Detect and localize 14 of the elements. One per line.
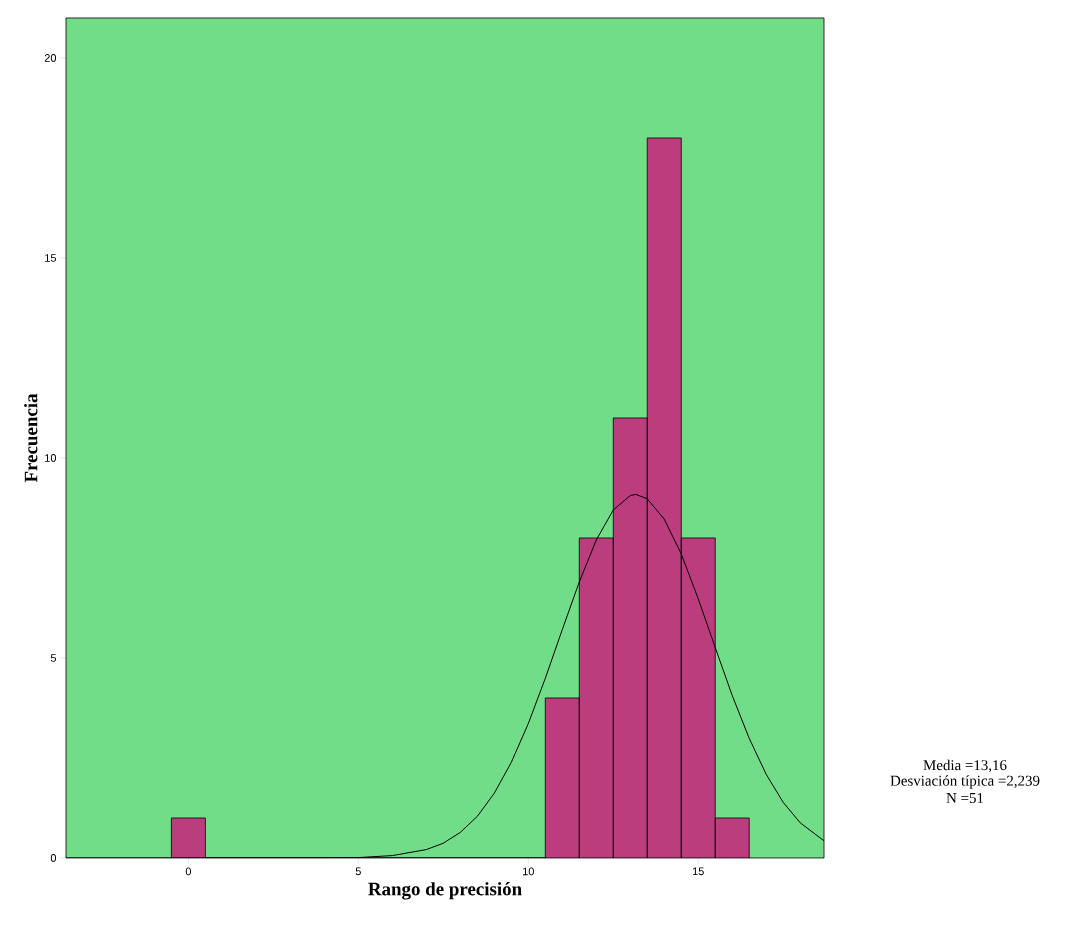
y-tick-label: 5 xyxy=(50,654,57,662)
x-tick-label: 0 xyxy=(185,867,191,876)
x-tick-label: 10 xyxy=(523,867,534,876)
x-axis-title: Rango de precisión xyxy=(368,882,522,900)
text: N =51 xyxy=(946,792,984,803)
x-tick-label: 5 xyxy=(355,867,361,876)
text: Desviación típica =2,239 xyxy=(890,775,1040,789)
y-tick-label: 20 xyxy=(44,54,57,62)
y-tick-label: 15 xyxy=(45,254,57,262)
x-tick-label: 15 xyxy=(692,867,704,876)
text: Media =13,16 xyxy=(923,759,1007,773)
y-tick-label: 0 xyxy=(50,854,57,862)
y-tick-label: 10 xyxy=(45,454,57,462)
y-axis-title: Frecuencia xyxy=(24,393,38,483)
